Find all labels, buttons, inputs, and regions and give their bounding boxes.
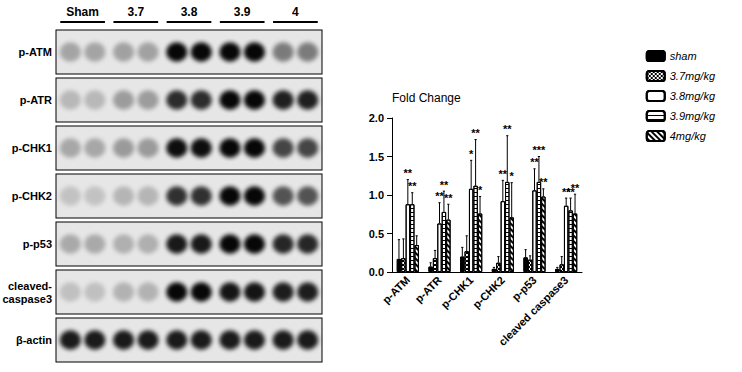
svg-text:0.5: 0.5 [369,228,384,240]
svg-text:**: ** [408,180,417,192]
svg-text:p-CHK2: p-CHK2 [12,190,52,202]
svg-text:**: ** [471,127,480,139]
svg-text:p-ATR: p-ATR [412,273,444,305]
svg-text:3.9mg/kg: 3.9mg/kg [670,110,716,122]
svg-text:caspase3: caspase3 [2,293,52,305]
svg-text:p-CHK1: p-CHK1 [12,142,52,154]
svg-text:**: ** [503,123,512,135]
svg-text:p-CHK1: p-CHK1 [438,274,475,311]
svg-text:p-CHK2: p-CHK2 [470,274,507,311]
svg-text:p-ATM: p-ATM [380,274,412,306]
svg-text:p-ATM: p-ATM [19,46,52,58]
svg-text:3.8mg/kg: 3.8mg/kg [670,90,716,102]
svg-text:3.7: 3.7 [127,5,144,19]
svg-text:**: ** [440,179,449,191]
svg-text:4: 4 [292,5,299,19]
svg-text:**: ** [404,167,413,179]
svg-text:**: ** [539,176,548,188]
svg-text:3.8: 3.8 [181,5,198,19]
svg-text:cleaved-: cleaved- [8,280,52,292]
svg-text:β-actin: β-actin [16,334,52,346]
svg-text:p-p53: p-p53 [510,274,539,303]
svg-text:p-p53: p-p53 [23,238,52,250]
svg-text:0.0: 0.0 [369,266,384,278]
svg-text:4mg/kg: 4mg/kg [670,130,707,142]
svg-text:*: * [469,148,474,160]
svg-text:1.0: 1.0 [369,189,384,201]
svg-text:**: ** [571,182,580,194]
svg-text:sham: sham [670,50,697,62]
svg-text:*: * [478,184,483,196]
svg-text:Fold Change: Fold Change [392,91,461,105]
svg-text:**: ** [530,156,539,168]
svg-text:2.0: 2.0 [369,112,384,124]
svg-text:**: ** [499,168,508,180]
svg-text:***: *** [533,144,547,156]
svg-text:*: * [510,170,515,182]
svg-text:cleaved caspase3: cleaved caspase3 [496,274,570,348]
svg-text:1.5: 1.5 [369,151,384,163]
svg-text:3.7mg/kg: 3.7mg/kg [670,70,716,82]
svg-text:Sham: Sham [66,5,99,19]
svg-text:p-ATR: p-ATR [20,94,52,106]
svg-text:**: ** [444,192,453,204]
svg-text:3.9: 3.9 [234,5,251,19]
